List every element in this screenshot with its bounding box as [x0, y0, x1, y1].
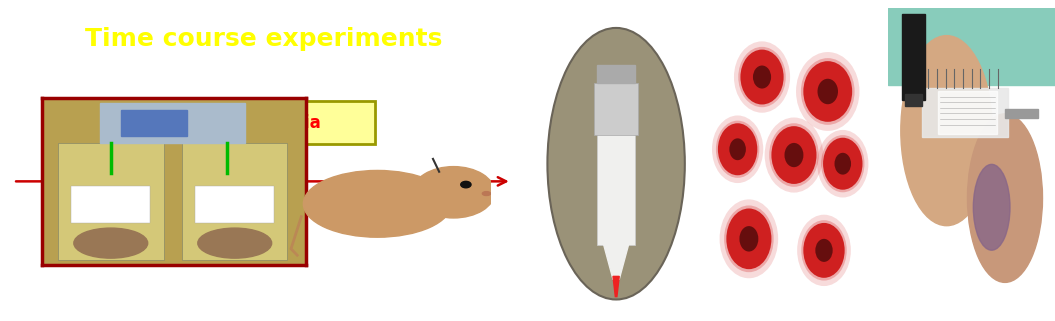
Polygon shape [603, 245, 629, 279]
Ellipse shape [304, 170, 452, 237]
Bar [72, 187, 151, 223]
Ellipse shape [482, 192, 491, 195]
Ellipse shape [816, 239, 832, 262]
Ellipse shape [734, 41, 790, 113]
Text: P5: P5 [186, 303, 199, 313]
Ellipse shape [818, 79, 838, 104]
Ellipse shape [729, 138, 746, 160]
Bar [922, 88, 1009, 137]
Ellipse shape [821, 135, 864, 192]
Ellipse shape [771, 126, 817, 184]
Ellipse shape [835, 153, 851, 175]
FancyBboxPatch shape [127, 101, 375, 144]
Text: P11: P11 [396, 303, 416, 313]
Text: P1: P1 [44, 303, 58, 313]
Bar [183, 143, 287, 260]
Bar [58, 143, 164, 260]
Ellipse shape [548, 28, 685, 299]
Text: P14: P14 [501, 303, 522, 313]
Text: P7: P7 [256, 303, 271, 313]
Ellipse shape [823, 138, 863, 190]
Ellipse shape [740, 226, 759, 252]
Circle shape [461, 181, 471, 188]
Bar [902, 14, 925, 100]
Bar [594, 83, 638, 135]
Bar [597, 83, 635, 245]
Ellipse shape [720, 199, 779, 278]
Bar [121, 109, 188, 136]
Ellipse shape [818, 130, 868, 197]
Ellipse shape [798, 215, 850, 286]
Ellipse shape [802, 220, 847, 281]
Circle shape [413, 167, 495, 218]
Text: P4: P4 [151, 303, 165, 313]
Text: 90% Hyperoxia: 90% Hyperoxia [180, 114, 321, 132]
Ellipse shape [765, 117, 823, 193]
Ellipse shape [724, 205, 773, 272]
Ellipse shape [769, 123, 819, 187]
Text: Time course experiments: Time course experiments [85, 27, 442, 50]
Polygon shape [613, 276, 619, 297]
Text: P3: P3 [115, 303, 129, 313]
Ellipse shape [901, 36, 993, 226]
Text: P2: P2 [80, 303, 94, 313]
Bar [195, 187, 274, 223]
Ellipse shape [801, 58, 855, 125]
Bar [888, 8, 1055, 85]
Bar [938, 91, 997, 134]
Ellipse shape [717, 123, 757, 175]
Ellipse shape [74, 228, 148, 258]
Text: P8: P8 [292, 303, 306, 313]
Text: P9: P9 [328, 303, 342, 313]
Text: P6: P6 [222, 303, 235, 313]
Text: P10: P10 [360, 303, 380, 313]
Bar [1005, 109, 1038, 118]
Ellipse shape [967, 114, 1042, 282]
Text: P13: P13 [466, 303, 486, 313]
Ellipse shape [716, 121, 760, 178]
Bar [597, 65, 635, 83]
Ellipse shape [803, 223, 845, 278]
Ellipse shape [753, 65, 771, 89]
Ellipse shape [726, 209, 771, 269]
Ellipse shape [803, 61, 852, 122]
Ellipse shape [198, 228, 272, 258]
Ellipse shape [797, 52, 860, 131]
Ellipse shape [974, 164, 1010, 250]
Bar [905, 94, 922, 106]
Ellipse shape [785, 143, 804, 167]
Ellipse shape [738, 47, 786, 107]
Text: P12: P12 [430, 303, 452, 313]
Text: P0: P0 [8, 303, 23, 313]
Bar [100, 103, 245, 143]
Ellipse shape [712, 116, 763, 183]
Ellipse shape [741, 49, 784, 105]
